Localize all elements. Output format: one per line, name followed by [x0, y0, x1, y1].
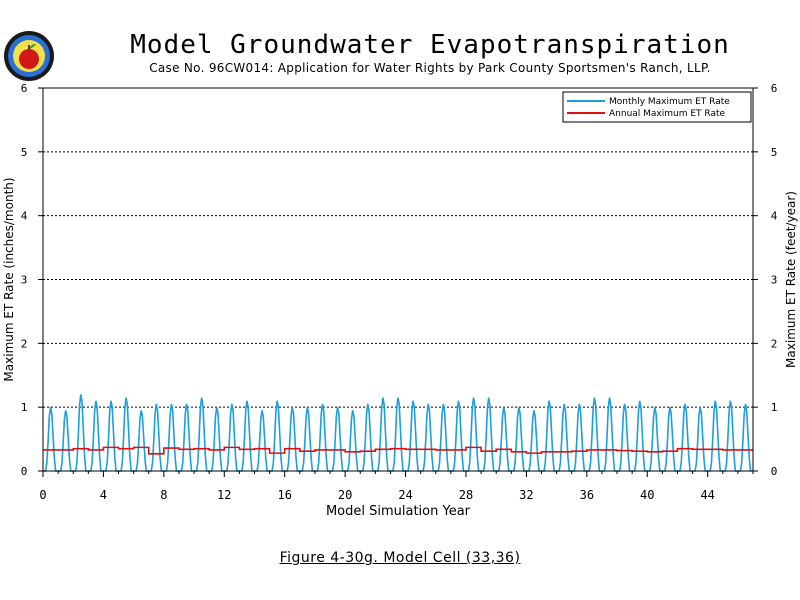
y-axis-label-right: Maximum ET Rate (feet/year)	[784, 191, 798, 368]
chart-subtitle: Case No. 96CW014: Application for Water …	[149, 61, 711, 75]
legend-label-annual: Annual Maximum ET Rate	[609, 109, 725, 119]
y-tick-label-left: 0	[21, 465, 28, 478]
x-tick-label: 24	[398, 488, 412, 502]
y-tick-label-left: 6	[21, 82, 28, 95]
monthly-et-line	[43, 394, 752, 472]
x-axis-label: Model Simulation Year	[326, 504, 471, 519]
x-tick-label: 12	[217, 488, 231, 502]
x-tick-label: 8	[160, 488, 167, 502]
chart-title: Model Groundwater Evapotranspiration	[130, 30, 730, 60]
x-tick-label: 20	[338, 488, 352, 502]
legend-label-monthly: Monthly Maximum ET Rate	[609, 97, 730, 107]
annual-et-line	[43, 446, 753, 455]
legend-box	[562, 91, 752, 123]
y-tick-label-right: 3	[771, 274, 778, 287]
y-tick-label-left: 2	[21, 337, 28, 350]
x-tick-label: 44	[700, 488, 714, 502]
y-tick-label-right: 6	[771, 82, 778, 95]
y-tick-label-right: 2	[771, 337, 778, 350]
x-tick-label: 4	[100, 488, 107, 502]
y-tick-label-right: 0	[771, 465, 778, 478]
y-tick-label-right: 1	[771, 401, 778, 414]
y-axis-label-left: Maximum ET Rate (inches/month)	[2, 177, 16, 381]
y-tick-label-left: 5	[21, 146, 28, 159]
colorado-seal-logo	[4, 31, 54, 81]
plot-frame	[42, 87, 754, 472]
figure-caption-text: Figure 4-30g. Model Cell (33,36)	[279, 550, 521, 566]
x-tick-label: 16	[277, 488, 291, 502]
x-tick-label: 40	[640, 488, 654, 502]
x-tick-label: 28	[459, 488, 473, 502]
y-tick-label-left: 3	[21, 274, 28, 287]
figure-caption: Figure 4-30g. Model Cell (33,36)	[0, 550, 800, 566]
y-tick-label-right: 5	[771, 146, 778, 159]
x-tick-label: 32	[519, 488, 533, 502]
x-tick-label: 36	[580, 488, 594, 502]
x-tick-label: 0	[39, 488, 46, 502]
y-tick-label-right: 4	[771, 210, 778, 223]
y-tick-label-left: 4	[21, 210, 28, 223]
y-tick-label-left: 1	[21, 401, 28, 414]
